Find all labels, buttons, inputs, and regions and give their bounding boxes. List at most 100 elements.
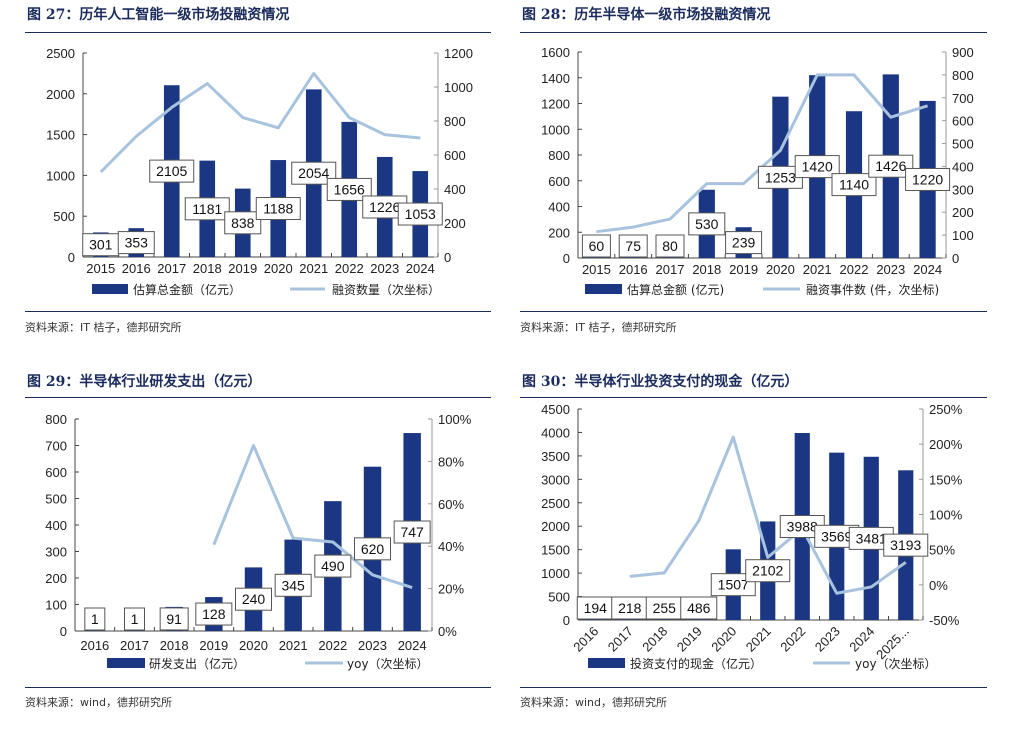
chart-28-source: 资料来源：IT 桔子，德邦研究所 [520,321,677,334]
legend-bar-label: 估算总金额（亿元） [133,283,242,297]
y2-tick-label: 700 [952,91,974,106]
data-label-box [255,197,301,221]
data-label: 194 [584,600,608,616]
y2-tick-label: 100 [952,228,974,243]
data-label-box [235,587,272,611]
y-tick-label: 1000 [541,122,570,137]
divider [520,397,987,398]
data-label: 218 [618,600,642,616]
x-tick-label: 2016 [122,261,151,276]
data-label: 486 [687,600,711,616]
chart-29-title: 图 29：半导体行业研发支出（亿元） [27,374,262,390]
y-tick-label: 1000 [46,168,75,183]
y2-tick-label: 1000 [444,80,473,95]
data-label-box [354,537,391,561]
x-tick-label: 2019 [199,638,228,653]
data-label: 353 [125,235,149,251]
y2-tick-label: 0 [444,250,451,265]
x-tick-label: 2019 [228,261,257,276]
data-label-box [159,607,189,631]
data-label: 255 [653,600,677,616]
y-tick-label: 2500 [46,46,75,61]
data-label-box [117,231,155,255]
data-label: 2102 [752,563,783,579]
y-tick-label: 500 [548,590,570,605]
x-tick-label: 2024 [913,262,942,277]
data-label-box [725,231,763,255]
data-label: 1253 [765,169,796,185]
y2-tick-label: 600 [952,114,974,129]
data-label-box [274,573,312,597]
legend-line-label: yoy（次坐标） [855,657,937,671]
legend-bar-label: 投资支付的现金（亿元） [630,657,763,671]
divider [25,311,491,312]
chart-28-title: 图 28：历年半导体一级市场投融资情况 [522,7,771,23]
data-label-box [149,159,195,183]
x-tick-label: 2018 [692,262,721,277]
y2-tick-label: 100% [438,412,472,427]
x-tick-label: 2022 [777,624,808,655]
y-tick-label: 500 [53,209,75,224]
y2-tick-label: 200% [929,437,963,452]
data-label: 345 [281,577,305,593]
x-tick-label: 2017 [605,624,636,655]
data-label-box [581,234,611,258]
x-tick-label: 2025... [873,624,912,663]
data-label-box [397,202,443,226]
x-tick-label: 2023 [358,638,387,653]
y-tick-label: 800 [45,412,67,427]
data-label-box [831,173,877,197]
y-tick-label: 200 [45,571,67,586]
y2-tick-label: 60% [438,497,464,512]
data-label: 91 [166,611,182,627]
y-tick-label: 1400 [541,71,570,86]
x-tick-label: 2020 [264,261,293,276]
data-label-box [224,211,262,235]
y-tick-label: 600 [45,465,67,480]
y-tick-label: 0 [68,250,75,265]
x-tick-label: 2016 [570,624,601,655]
data-label: 80 [662,238,678,254]
divider [25,687,491,688]
data-label: 1507 [718,577,749,593]
data-label-box [618,234,648,258]
chart-27-title: 图 27：历年人工智能一级市场投融资情况 [27,7,290,23]
data-label-box [184,197,230,221]
divider [25,397,491,398]
x-tick-label: 2023 [876,262,905,277]
y-tick-label: 500 [45,492,67,507]
data-label: 1226 [369,199,400,215]
y2-tick-label: 200 [952,205,974,220]
data-label-box [314,554,352,578]
data-label-box [868,154,914,178]
x-tick-label: 2021 [743,624,774,655]
x-tick-label: 2018 [160,638,189,653]
data-label-box [326,177,372,201]
line-series [212,444,413,589]
y2-tick-label: 1200 [444,46,473,61]
line-series [596,73,929,234]
y2-tick-label: 300 [952,182,974,197]
y-tick-label: 200 [548,225,570,240]
legend-bar-swatch [92,284,128,294]
y2-tick-label: 100% [929,508,963,523]
data-label-box [710,573,756,597]
x-tick-label: 2020 [239,638,268,653]
y-tick-label: 300 [45,545,67,560]
data-label: 1420 [802,159,833,175]
data-label: 2054 [298,165,329,181]
x-tick-label: 2019 [674,624,705,655]
y-tick-label: 1000 [541,566,570,581]
divider [520,311,987,312]
data-label-box [84,607,106,631]
data-label: 1053 [405,206,436,222]
x-tick-label: 2018 [193,261,222,276]
y-tick-label: 800 [548,148,570,163]
x-tick-label: 2015 [582,262,611,277]
legend-line-label: yoy（次坐标） [347,657,429,671]
data-label: 1426 [875,158,906,174]
y2-tick-label: 800 [952,68,974,83]
y2-tick-label: -50% [929,613,960,628]
